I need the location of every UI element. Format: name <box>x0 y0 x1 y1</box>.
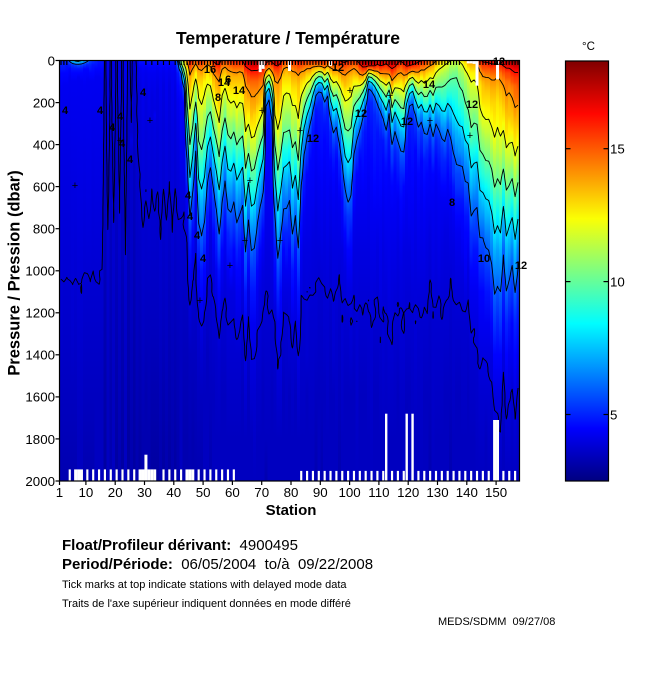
svg-text:4: 4 <box>109 122 116 134</box>
svg-text:12: 12 <box>466 99 478 111</box>
svg-text:0: 0 <box>48 53 55 68</box>
svg-text:4: 4 <box>62 105 69 117</box>
svg-text:Traits de l'axe supérieur indi: Traits de l'axe supérieur indiquent donn… <box>62 598 351 610</box>
svg-text:Temperature / Température: Temperature / Température <box>176 28 400 48</box>
svg-text:1400: 1400 <box>25 348 55 363</box>
svg-text:+: + <box>72 180 78 192</box>
svg-text:12: 12 <box>515 260 527 272</box>
svg-text:800: 800 <box>33 222 55 237</box>
svg-text:+: + <box>227 260 233 272</box>
svg-text:+: + <box>277 235 283 247</box>
svg-text:12: 12 <box>332 62 344 74</box>
svg-text:4: 4 <box>97 105 104 117</box>
svg-text:400: 400 <box>33 137 55 152</box>
svg-text:12: 12 <box>493 56 505 68</box>
svg-text:+: + <box>247 175 253 187</box>
svg-text:70: 70 <box>254 485 269 500</box>
svg-text:120: 120 <box>397 485 419 500</box>
svg-text:5: 5 <box>610 407 617 422</box>
svg-text:4: 4 <box>200 253 207 265</box>
svg-text:30: 30 <box>137 485 152 500</box>
svg-text:Period/Période: 06/05/2004 t: Period/Période: 06/05/2004 to/à 09/22/20… <box>62 556 373 573</box>
svg-text:1800: 1800 <box>25 432 55 447</box>
svg-text:10: 10 <box>478 253 490 265</box>
svg-text:4: 4 <box>185 190 192 202</box>
svg-text:100: 100 <box>339 485 361 500</box>
svg-text:1600: 1600 <box>25 390 55 405</box>
svg-text:+: + <box>259 105 265 117</box>
svg-text:600: 600 <box>33 179 55 194</box>
svg-text:200: 200 <box>33 95 55 110</box>
svg-text:6: 6 <box>225 74 231 86</box>
svg-text:20: 20 <box>108 485 123 500</box>
svg-text:Float/Profileur dérivant: 490: Float/Profileur dérivant: 4900495 <box>62 537 298 554</box>
svg-text:4: 4 <box>194 230 201 242</box>
svg-text:15: 15 <box>610 142 625 157</box>
svg-text:+: + <box>117 135 123 147</box>
svg-text:+: + <box>242 235 248 247</box>
svg-text:+: + <box>347 85 353 97</box>
svg-text:14: 14 <box>423 79 436 91</box>
svg-text:1000: 1000 <box>25 264 55 279</box>
svg-text:50: 50 <box>196 485 211 500</box>
svg-text:14: 14 <box>218 77 231 89</box>
svg-text:+: + <box>387 90 393 102</box>
svg-text:130: 130 <box>426 485 448 500</box>
svg-text:4: 4 <box>127 154 134 166</box>
svg-text:+: + <box>427 115 433 127</box>
svg-text:Pressure / Pression (dbar): Pressure / Pression (dbar) <box>6 170 24 375</box>
svg-text:140: 140 <box>456 485 478 500</box>
svg-text:4: 4 <box>187 211 194 223</box>
svg-text:Tick marks at top indicate sta: Tick marks at top indicate stations with… <box>62 579 347 591</box>
svg-text:+: + <box>147 115 153 127</box>
svg-text:4: 4 <box>117 111 124 123</box>
svg-text:10: 10 <box>610 274 625 289</box>
svg-text:+: + <box>467 130 473 142</box>
svg-text:+: + <box>197 295 203 307</box>
svg-text:1: 1 <box>56 485 63 500</box>
svg-text:+: + <box>297 125 303 137</box>
svg-text:MEDS/SDMM 09/27/08: MEDS/SDMM 09/27/08 <box>438 616 555 628</box>
svg-text:12: 12 <box>355 108 367 120</box>
svg-text:16: 16 <box>204 64 216 76</box>
svg-text:4: 4 <box>119 138 126 150</box>
svg-text:40: 40 <box>166 485 181 500</box>
svg-text:2000: 2000 <box>25 474 55 489</box>
svg-text:°C: °C <box>582 41 595 53</box>
svg-text:110: 110 <box>368 485 389 500</box>
svg-text:150: 150 <box>485 485 507 500</box>
svg-text:14: 14 <box>233 85 246 97</box>
svg-text:1200: 1200 <box>25 306 55 321</box>
svg-text:10: 10 <box>79 485 94 500</box>
svg-text:8: 8 <box>449 197 455 209</box>
svg-text:8: 8 <box>215 92 221 104</box>
svg-text:12: 12 <box>401 116 413 128</box>
svg-text:12: 12 <box>307 133 319 145</box>
svg-text:80: 80 <box>284 485 299 500</box>
svg-text:Station: Station <box>266 502 317 519</box>
svg-text:4: 4 <box>140 87 147 99</box>
svg-text:60: 60 <box>225 485 240 500</box>
svg-text:90: 90 <box>313 485 328 500</box>
